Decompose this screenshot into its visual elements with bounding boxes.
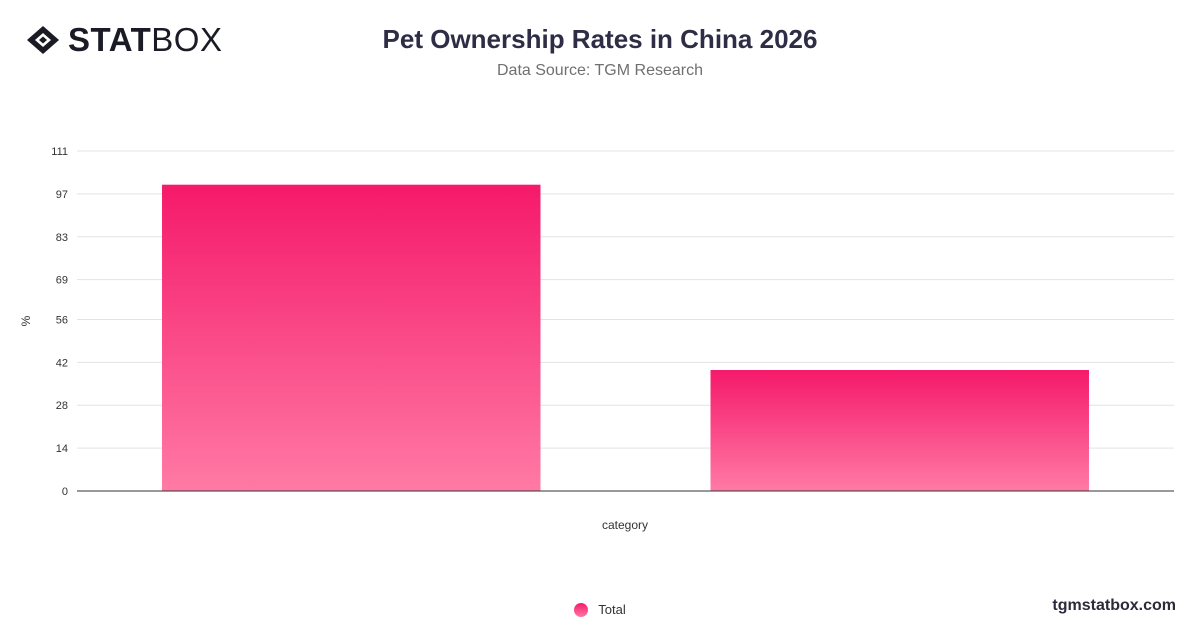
bar-1[interactable]	[162, 184, 541, 491]
y-tick-label: 0	[62, 486, 68, 498]
y-tick-label: 83	[56, 232, 68, 244]
y-tick-label: 42	[56, 357, 68, 369]
brand-logo: STATBOX	[26, 22, 222, 58]
logo-strong: STAT	[68, 21, 152, 58]
logo-wordmark: STATBOX	[68, 22, 222, 58]
website-watermark: tgmstatbox.com	[1052, 597, 1176, 614]
y-tick-label: 14	[56, 443, 68, 455]
x-axis-label: category	[602, 518, 648, 532]
chart-title: Pet Ownership Rates in China 2026	[382, 24, 818, 54]
legend-swatch-icon	[574, 602, 589, 617]
statbox-diamond-icon	[27, 26, 59, 54]
y-tick-label: 28	[56, 400, 68, 412]
chart-subtitle: Data Source: TGM Research	[496, 62, 703, 79]
legend-item-total[interactable]: Total	[598, 602, 626, 617]
y-tick-label: 97	[56, 189, 68, 201]
legend: Total	[0, 602, 1200, 617]
y-tick-label: 69	[56, 275, 68, 287]
y-tick-label: 111	[51, 146, 68, 158]
bar-2[interactable]	[710, 370, 1089, 491]
y-axis-label: %	[19, 315, 33, 326]
y-tick-label: 56	[56, 314, 68, 326]
logo-light: BOX	[151, 21, 223, 58]
